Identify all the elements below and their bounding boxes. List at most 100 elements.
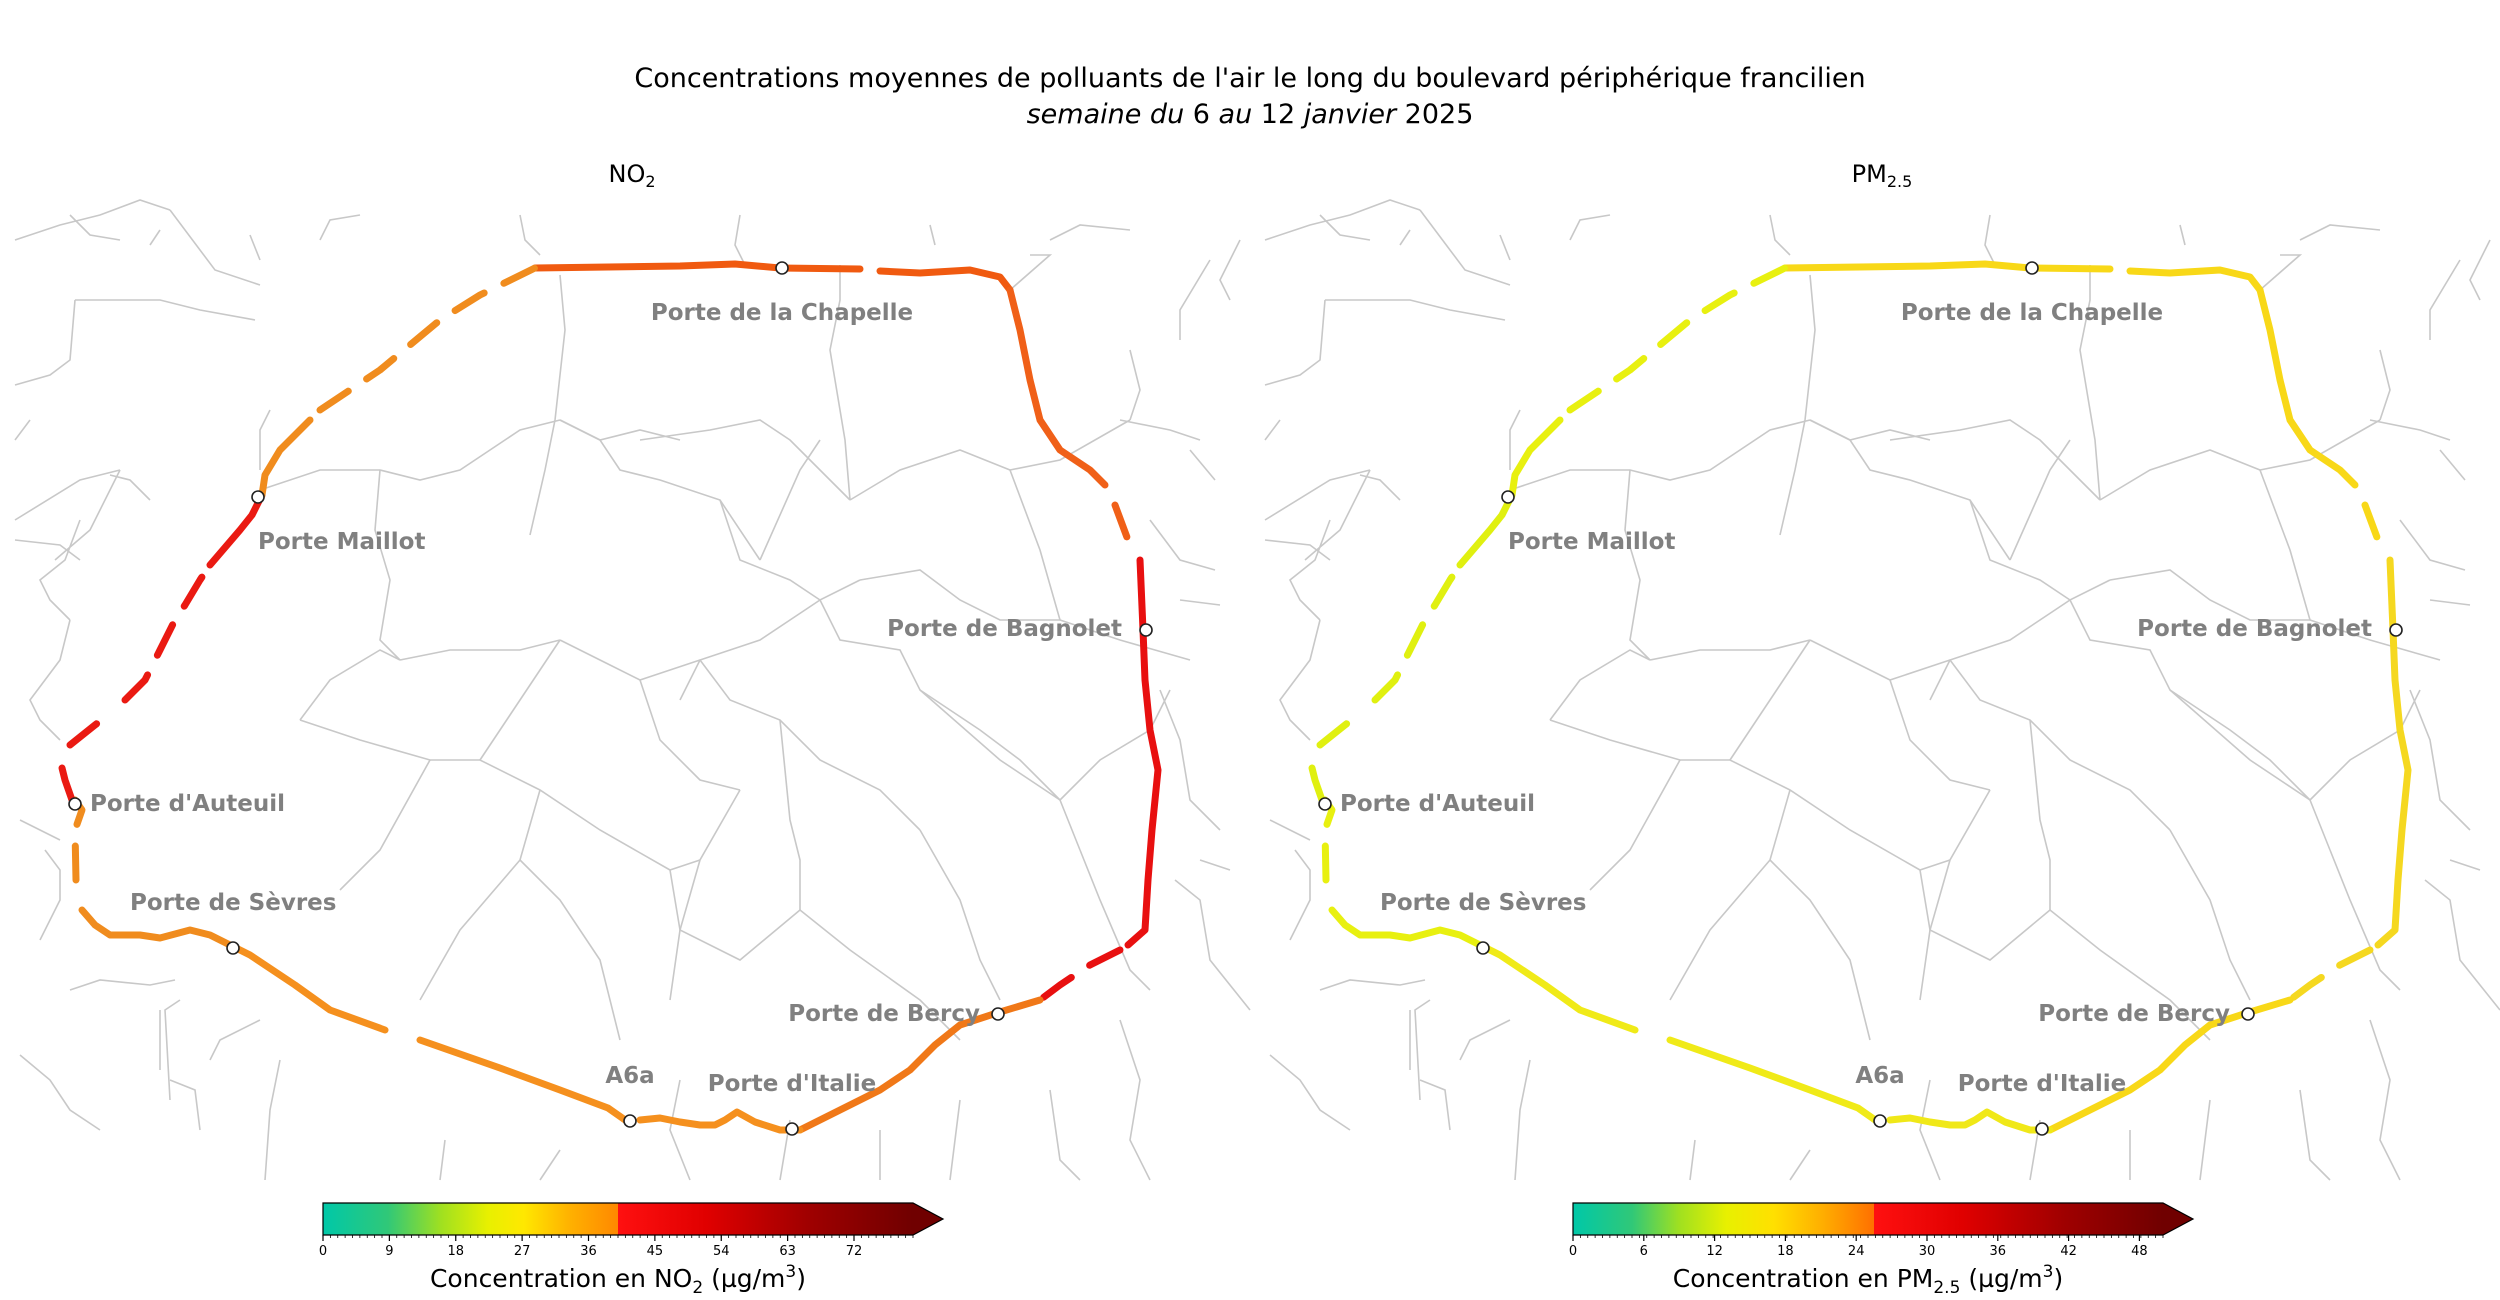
street-line (1919, 1079, 1941, 1181)
ring-segment-east (2374, 556, 2412, 949)
street-line (2369, 1019, 2401, 1181)
street-line (1159, 689, 1221, 831)
ring-segment-southwest (1666, 1036, 1882, 1126)
colorbar-body (323, 1203, 913, 1235)
ring-segment-west_sw (1328, 906, 1484, 949)
street-line (2429, 259, 2461, 340)
street-line (2099, 449, 2261, 501)
street-line (2379, 349, 2391, 421)
street-line (1269, 1054, 1351, 1131)
ring-segment-west (1316, 711, 1362, 749)
street-line (1769, 859, 1871, 1041)
street-line (2299, 224, 2381, 241)
colorbar-label-part: ) (2054, 1264, 2064, 1293)
panel-title-sub: 2.5 (1887, 172, 1912, 191)
street-line (929, 224, 936, 246)
street-line (2169, 829, 2251, 1001)
street-line (1809, 419, 2011, 561)
colorbar-label-part: 3 (2043, 1262, 2054, 1282)
street-line (559, 419, 761, 561)
street-line (1219, 239, 1241, 301)
ring-segment-northeast (1006, 286, 1109, 489)
street-line (1769, 214, 1791, 256)
colorbar-body (1573, 1203, 2163, 1235)
porte-label: A6a (1855, 1063, 1904, 1089)
street-line (374, 469, 401, 661)
colorbar-tick-label: 18 (447, 1244, 464, 1259)
street-line (259, 409, 271, 470)
porte-marker (623, 1114, 637, 1128)
street-line (2449, 859, 2481, 871)
porte-label: Porte de Bagnolet (887, 616, 1122, 642)
ring-segment-east (2286, 946, 2374, 1004)
street-line (2309, 689, 2421, 801)
street-line (2009, 439, 2071, 561)
street-line (14, 199, 171, 241)
street-line (639, 679, 741, 791)
street-line (1414, 999, 1431, 1101)
street-line (699, 659, 921, 831)
street-line (1264, 299, 1326, 386)
street-line (479, 639, 561, 761)
street-line (1289, 849, 1311, 941)
street-line (439, 1139, 446, 1181)
street-line (1304, 469, 1371, 561)
ring-segment-west_sw (1508, 416, 1564, 499)
street-network (14, 199, 1251, 1181)
porte-label: Porte d'Italie (1958, 1071, 2127, 1097)
main-subtitle: semaine du 6 au 12 janvier 2025 (1027, 99, 1474, 130)
street-line (1509, 409, 1521, 470)
street-line (1264, 469, 1371, 521)
street-line (169, 209, 261, 286)
street-line (299, 649, 401, 721)
street-line (2079, 265, 2101, 501)
colorbar-frame (322, 1202, 945, 1236)
street-line (2429, 599, 2471, 606)
ring-segment-west (1371, 561, 1464, 704)
porte-label: Porte de Bercy (2038, 1001, 2230, 1027)
street-line (719, 499, 861, 601)
street-line (2439, 449, 2466, 481)
street-line (54, 469, 121, 561)
ring-segment-north (1781, 260, 2114, 273)
panel-title-no2: NO2 (608, 160, 655, 191)
street-line (109, 474, 151, 501)
street-line (1119, 1019, 1151, 1181)
subtitle-part-2: 6 (1184, 99, 1218, 130)
porte-labels: Porte de la Chapelle Porte Maillot Porte d… (90, 300, 1122, 1097)
porte-markers (68, 261, 1153, 1136)
porte-label: Porte d'Italie (708, 1071, 877, 1097)
street-line (919, 829, 1001, 1001)
ring-segment-west_sw (1566, 264, 1789, 414)
street-line (1189, 449, 1216, 481)
street-line (299, 719, 671, 871)
street-line (1264, 199, 1421, 241)
street-line (2424, 879, 2500, 1011)
porte-label: A6a (605, 1063, 654, 1089)
street-line (1288, 519, 1331, 621)
street-line (2049, 909, 2211, 1041)
street-line (1789, 1149, 1811, 1181)
subtitle-part-4: 12 (1252, 99, 1304, 130)
colorbar-extend-arrow (2163, 1203, 2193, 1235)
street-line (669, 859, 701, 871)
panel-title-sub: 2 (645, 172, 655, 191)
ring-segment-east (1124, 556, 1162, 949)
ring-segment-southwest (416, 1036, 632, 1126)
street-line (519, 214, 541, 256)
colorbar-label-part: 2.5 (1933, 1278, 1960, 1298)
colorbar-tick-label: 63 (779, 1244, 796, 1259)
porte-marker (251, 490, 265, 504)
street-line (1119, 419, 1201, 441)
street-line (14, 419, 31, 441)
street-line (249, 234, 261, 261)
street-line (1624, 469, 1651, 661)
street-line (69, 979, 176, 991)
ring-segment-east (1036, 946, 1124, 1004)
panel-title-pm25: PM2.5 (1852, 160, 1913, 191)
street-line (169, 1079, 201, 1131)
street-line (38, 519, 81, 621)
colorbar-label: Concentration en PM2.5 (µg/m3) (1673, 1262, 2064, 1298)
ring-segment-north (531, 260, 864, 273)
street-line (1279, 619, 1321, 741)
